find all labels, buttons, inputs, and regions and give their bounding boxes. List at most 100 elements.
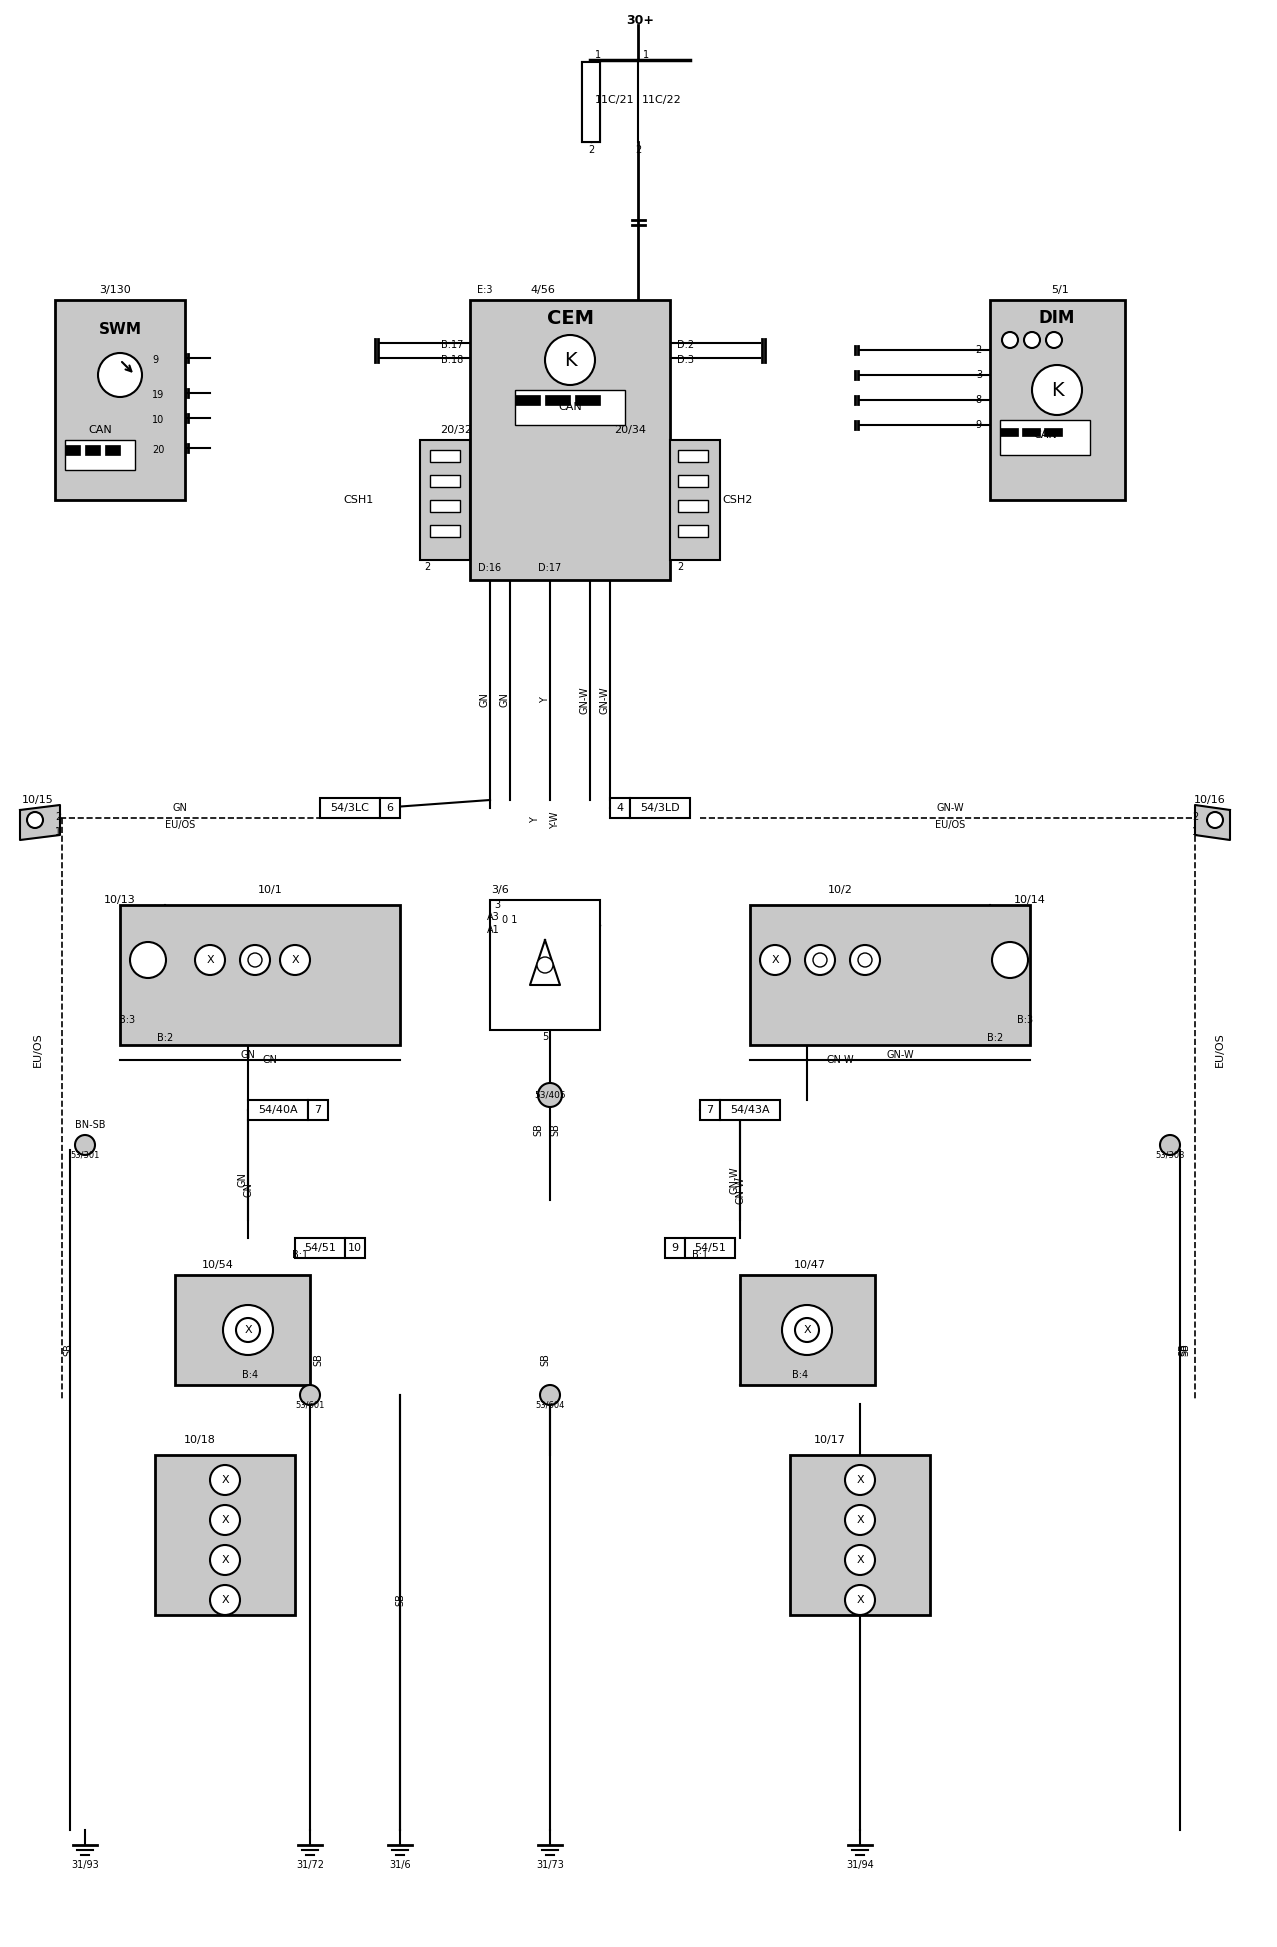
Text: 31/94: 31/94: [847, 1859, 873, 1869]
Circle shape: [209, 1464, 240, 1495]
Text: 1: 1: [642, 51, 649, 60]
Text: 10/15: 10/15: [22, 794, 54, 804]
Circle shape: [845, 1505, 875, 1534]
Bar: [175, 1275, 310, 1384]
Text: 4/56: 4/56: [530, 284, 555, 296]
Text: Y: Y: [540, 697, 550, 703]
Bar: [105, 446, 120, 456]
Text: GN: GN: [499, 693, 510, 707]
Text: CAN: CAN: [1033, 430, 1057, 440]
Bar: [1000, 421, 1091, 456]
Text: 31/73: 31/73: [536, 1859, 564, 1869]
Circle shape: [805, 944, 835, 975]
Bar: [1045, 428, 1062, 436]
Text: 53/405: 53/405: [534, 1090, 566, 1100]
Polygon shape: [530, 940, 561, 985]
Text: B:3: B:3: [119, 1014, 135, 1024]
Text: 19: 19: [152, 389, 165, 399]
Text: 10: 10: [349, 1242, 361, 1254]
Text: GN-W: GN-W: [578, 685, 589, 715]
Circle shape: [209, 1585, 240, 1614]
Bar: [321, 798, 381, 818]
Text: 9: 9: [976, 421, 982, 430]
Bar: [345, 1238, 365, 1258]
Text: GN-W: GN-W: [729, 1166, 739, 1194]
Text: SB: SB: [395, 1593, 405, 1606]
Text: X: X: [856, 1476, 863, 1486]
Text: GN: GN: [479, 693, 489, 707]
Bar: [65, 446, 80, 456]
Text: 1: 1: [1191, 827, 1198, 837]
Bar: [678, 450, 707, 461]
Bar: [248, 1100, 308, 1120]
Text: 54/51: 54/51: [304, 1242, 336, 1254]
Text: Y: Y: [530, 818, 540, 824]
Text: 10/47: 10/47: [794, 1260, 826, 1269]
Text: 31/93: 31/93: [72, 1859, 98, 1869]
Text: B:4: B:4: [241, 1371, 258, 1380]
Text: D:16: D:16: [479, 563, 502, 572]
Circle shape: [845, 1464, 875, 1495]
Bar: [65, 440, 135, 469]
Circle shape: [209, 1546, 240, 1575]
Text: 10: 10: [152, 415, 165, 424]
Circle shape: [545, 335, 595, 386]
Text: SB: SB: [1180, 1343, 1190, 1357]
Circle shape: [538, 1083, 562, 1108]
Text: DIM: DIM: [1038, 310, 1075, 327]
Text: 3/6: 3/6: [492, 886, 508, 896]
Text: 10/18: 10/18: [184, 1435, 216, 1445]
Text: BN-SB: BN-SB: [74, 1120, 105, 1129]
Text: K: K: [563, 350, 576, 370]
Circle shape: [75, 1135, 94, 1155]
Text: B:1: B:1: [692, 1250, 707, 1260]
Circle shape: [27, 812, 43, 827]
Text: 53/601: 53/601: [295, 1400, 324, 1410]
Text: 10/2: 10/2: [827, 886, 853, 896]
Text: 5/1: 5/1: [1051, 284, 1069, 296]
Polygon shape: [1195, 804, 1230, 839]
Text: 4: 4: [617, 802, 623, 814]
Circle shape: [248, 952, 262, 968]
Text: 2: 2: [587, 144, 594, 156]
Text: 2: 2: [424, 563, 430, 572]
Text: SWM: SWM: [98, 323, 142, 337]
Text: B:2: B:2: [987, 1034, 1004, 1044]
Text: X: X: [206, 954, 213, 966]
Text: X: X: [221, 1595, 229, 1604]
Text: 2: 2: [976, 345, 982, 354]
Circle shape: [796, 1318, 819, 1341]
Text: GN: GN: [172, 802, 188, 814]
Text: 54/3LC: 54/3LC: [331, 802, 369, 814]
Text: 7: 7: [314, 1106, 322, 1116]
Bar: [430, 450, 460, 461]
Circle shape: [760, 944, 790, 975]
Bar: [684, 1238, 736, 1258]
Bar: [678, 475, 707, 487]
Text: SB: SB: [313, 1353, 323, 1367]
Bar: [490, 900, 600, 1030]
Text: 11C/22: 11C/22: [642, 95, 682, 105]
Circle shape: [98, 352, 142, 397]
Circle shape: [223, 1304, 273, 1355]
Bar: [790, 1454, 930, 1614]
Text: 7: 7: [706, 1106, 714, 1116]
Circle shape: [1002, 333, 1018, 349]
Text: X: X: [221, 1515, 229, 1525]
Bar: [308, 1100, 328, 1120]
Text: 10/16: 10/16: [1194, 794, 1226, 804]
Bar: [678, 500, 707, 512]
Text: D:3: D:3: [677, 354, 693, 364]
Text: GN: GN: [243, 1182, 253, 1197]
Text: 20/34: 20/34: [614, 424, 646, 434]
Text: EU/OS: EU/OS: [33, 1032, 43, 1067]
Text: 10/54: 10/54: [202, 1260, 234, 1269]
Bar: [420, 440, 470, 561]
Bar: [670, 440, 720, 561]
Text: B:18: B:18: [441, 354, 464, 364]
Text: 10/17: 10/17: [813, 1435, 845, 1445]
Bar: [155, 1454, 295, 1614]
Bar: [582, 62, 600, 142]
Text: 3/130: 3/130: [100, 284, 130, 296]
Text: 31/72: 31/72: [296, 1859, 324, 1869]
